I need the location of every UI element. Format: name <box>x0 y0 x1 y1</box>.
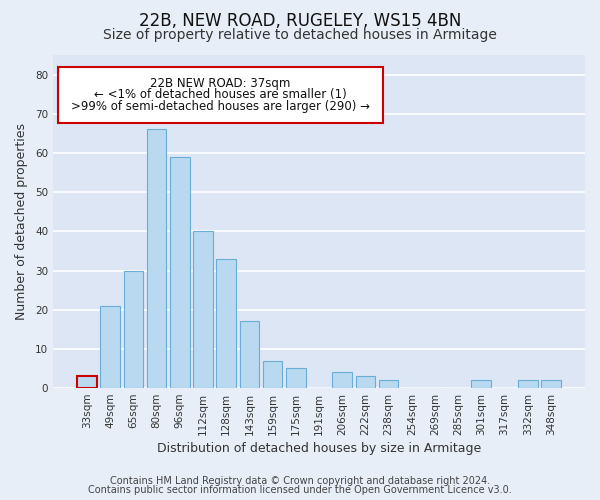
Bar <box>217 259 236 388</box>
Bar <box>541 380 561 388</box>
Text: Contains HM Land Registry data © Crown copyright and database right 2024.: Contains HM Land Registry data © Crown c… <box>110 476 490 486</box>
Bar <box>379 380 398 388</box>
Bar <box>332 372 352 388</box>
Text: 22B, NEW ROAD, RUGELEY, WS15 4BN: 22B, NEW ROAD, RUGELEY, WS15 4BN <box>139 12 461 30</box>
Text: >99% of semi-detached houses are larger (290) →: >99% of semi-detached houses are larger … <box>71 100 370 113</box>
Text: 22B NEW ROAD: 37sqm: 22B NEW ROAD: 37sqm <box>151 76 291 90</box>
Bar <box>147 130 166 388</box>
Bar <box>472 380 491 388</box>
Bar <box>239 322 259 388</box>
Text: ← <1% of detached houses are smaller (1): ← <1% of detached houses are smaller (1) <box>94 88 347 102</box>
Bar <box>193 232 213 388</box>
X-axis label: Distribution of detached houses by size in Armitage: Distribution of detached houses by size … <box>157 442 481 455</box>
Bar <box>124 270 143 388</box>
Bar <box>263 360 283 388</box>
FancyBboxPatch shape <box>58 66 383 124</box>
Bar <box>100 306 120 388</box>
Bar <box>170 157 190 388</box>
Bar <box>356 376 375 388</box>
Bar <box>286 368 305 388</box>
Y-axis label: Number of detached properties: Number of detached properties <box>15 123 28 320</box>
Text: Size of property relative to detached houses in Armitage: Size of property relative to detached ho… <box>103 28 497 42</box>
Bar <box>77 376 97 388</box>
Bar <box>518 380 538 388</box>
Text: Contains public sector information licensed under the Open Government Licence v3: Contains public sector information licen… <box>88 485 512 495</box>
